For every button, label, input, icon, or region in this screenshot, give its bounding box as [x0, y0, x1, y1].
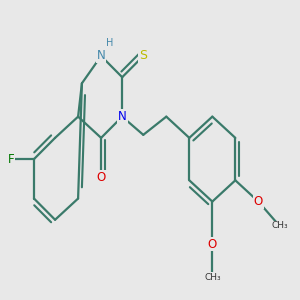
Text: O: O: [97, 171, 106, 184]
Text: H: H: [106, 38, 113, 48]
Text: CH₃: CH₃: [204, 273, 220, 282]
Text: N: N: [118, 110, 127, 123]
Text: O: O: [208, 238, 217, 250]
Text: F: F: [8, 153, 14, 166]
Text: O: O: [254, 195, 263, 208]
Text: S: S: [139, 50, 147, 62]
Text: N: N: [97, 50, 106, 62]
Text: CH₃: CH₃: [271, 221, 288, 230]
